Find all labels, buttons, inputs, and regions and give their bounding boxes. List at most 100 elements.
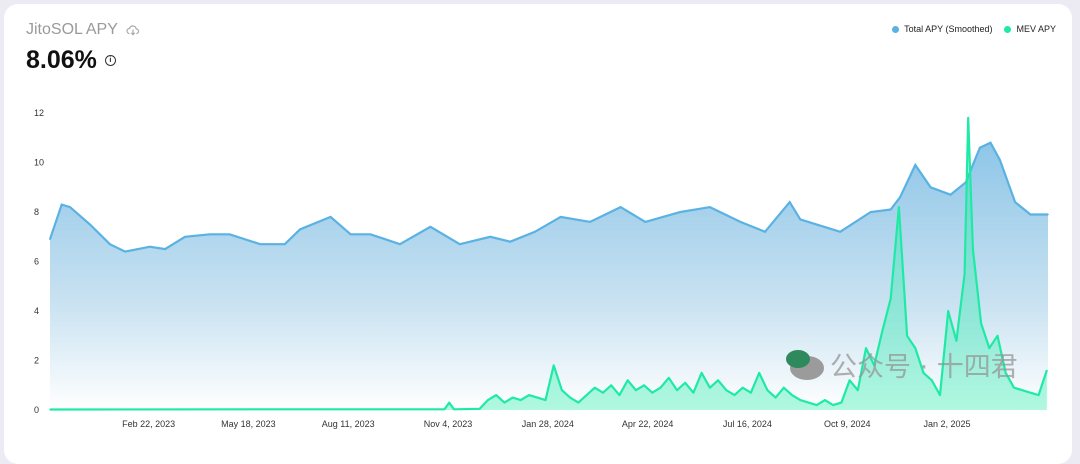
mev-apy-point — [996, 334, 999, 337]
mev-apy-point — [651, 391, 654, 394]
mev-apy-point — [733, 394, 736, 396]
total-apy-point — [679, 211, 682, 213]
total-apy-point — [989, 141, 992, 144]
legend-item-mev-apy[interactable]: MEV APY — [1004, 24, 1056, 34]
mev-apy-point — [947, 310, 949, 312]
total-apy-point — [619, 206, 622, 208]
total-apy-point — [764, 231, 766, 233]
mev-apy-point — [635, 389, 637, 392]
mev-apy-point — [824, 399, 826, 401]
total-apy-point — [869, 211, 872, 213]
mev-apy-point — [930, 379, 933, 382]
x-tick-label: Jul 16, 2024 — [723, 419, 772, 429]
info-icon[interactable]: i — [104, 55, 116, 66]
mev-apy-point — [561, 389, 563, 392]
mev-apy-point — [487, 399, 489, 401]
y-tick-label: 0 — [34, 405, 39, 415]
y-tick-label: 6 — [34, 257, 39, 267]
current-apy: 8.06% i — [26, 46, 116, 75]
total-apy-point — [889, 208, 892, 211]
mev-apy-point — [922, 372, 925, 374]
mev-apy-point — [750, 391, 752, 394]
mev-apy-point — [832, 404, 834, 406]
total-apy-point — [899, 196, 901, 198]
x-tick-label: Feb 22, 2023 — [122, 419, 175, 429]
mev-apy-point — [799, 399, 802, 401]
y-tick-label: 10 — [34, 158, 44, 168]
mev-apy-point — [700, 372, 703, 374]
mev-apy-area — [50, 117, 1047, 411]
total-apy-point — [149, 245, 151, 248]
mev-apy-point — [741, 386, 744, 389]
mev-apy-point — [709, 386, 711, 389]
mev-apy-point — [873, 364, 876, 367]
mev-apy-point — [848, 379, 851, 382]
mev-apy-point — [955, 339, 958, 342]
total-apy-point — [349, 233, 352, 236]
legend: Total APY (Smoothed) MEV APY — [892, 24, 1056, 34]
total-apy-point — [979, 146, 981, 149]
x-tick-label: Apr 22, 2024 — [622, 419, 674, 429]
mev-apy-point — [503, 401, 506, 404]
total-apy-point — [299, 228, 301, 231]
watermark: 公众号 · 十四君 — [786, 350, 1018, 384]
x-tick-label: May 18, 2023 — [221, 419, 276, 429]
mev-apy-point — [577, 401, 580, 404]
mev-apy-point — [495, 394, 497, 396]
y-tick-label: 12 — [34, 108, 44, 118]
x-tick-label: Aug 11, 2023 — [322, 419, 375, 429]
total-apy-point — [965, 181, 967, 184]
total-apy-point — [949, 193, 952, 196]
mev-apy-point — [980, 322, 982, 325]
mev-apy-point — [967, 117, 969, 119]
legend-label-total: Total APY (Smoothed) — [904, 24, 993, 34]
apy-value: 8.06% — [26, 46, 97, 74]
x-tick-label: Jan 2, 2025 — [924, 419, 971, 429]
mev-apy-point — [552, 364, 555, 367]
total-apy-point — [644, 221, 647, 223]
total-apy-point — [1047, 213, 1049, 216]
mev-apy-point — [520, 399, 522, 401]
mev-apy-point — [758, 372, 760, 374]
cloud-download-icon[interactable] — [126, 24, 140, 36]
chart-title-row: JitoSOL APY — [26, 21, 140, 39]
total-apy-point — [399, 243, 401, 245]
mev-apy-point — [536, 396, 539, 399]
total-apy-area — [50, 142, 1048, 410]
mev-apy-point — [807, 401, 810, 404]
x-tick-label: Jan 28, 2024 — [522, 419, 574, 429]
total-apy-point — [49, 238, 51, 241]
total-apy-point — [164, 248, 166, 250]
total-apy-point — [429, 226, 432, 228]
total-apy-point — [284, 243, 286, 245]
mev-apy-point — [626, 379, 629, 382]
legend-item-total-apy[interactable]: Total APY (Smoothed) — [892, 24, 992, 34]
mev-apy-point — [453, 408, 455, 411]
mev-apy-point — [963, 273, 966, 275]
mev-apy-point — [544, 399, 547, 401]
total-apy-point — [709, 206, 711, 208]
x-tick-label: Oct 9, 2024 — [824, 419, 871, 429]
mev-apy-point — [49, 408, 51, 411]
mev-apy-point — [692, 391, 695, 394]
mev-apy-point — [684, 381, 686, 384]
mev-apy-point — [791, 394, 793, 396]
legend-swatch-mev — [1004, 26, 1012, 34]
total-apy-point — [458, 243, 461, 245]
total-apy-point — [739, 221, 742, 223]
mev-apy-point — [478, 407, 481, 410]
total-apy-point — [1029, 213, 1032, 216]
total-apy-point — [929, 186, 932, 189]
mev-apy-point — [1037, 394, 1040, 396]
y-tick-label: 4 — [34, 306, 39, 316]
total-apy-point — [369, 233, 372, 236]
mev-apy-point — [972, 248, 974, 250]
mev-apy-point — [865, 347, 867, 349]
total-apy-point — [109, 243, 111, 245]
total-apy-point — [489, 235, 492, 238]
mev-apy-point — [264, 408, 266, 411]
y-tick-label: 8 — [34, 207, 39, 217]
total-apy-point — [124, 250, 126, 253]
total-apy-point — [509, 240, 512, 243]
wechat-logo-icon — [786, 350, 824, 380]
